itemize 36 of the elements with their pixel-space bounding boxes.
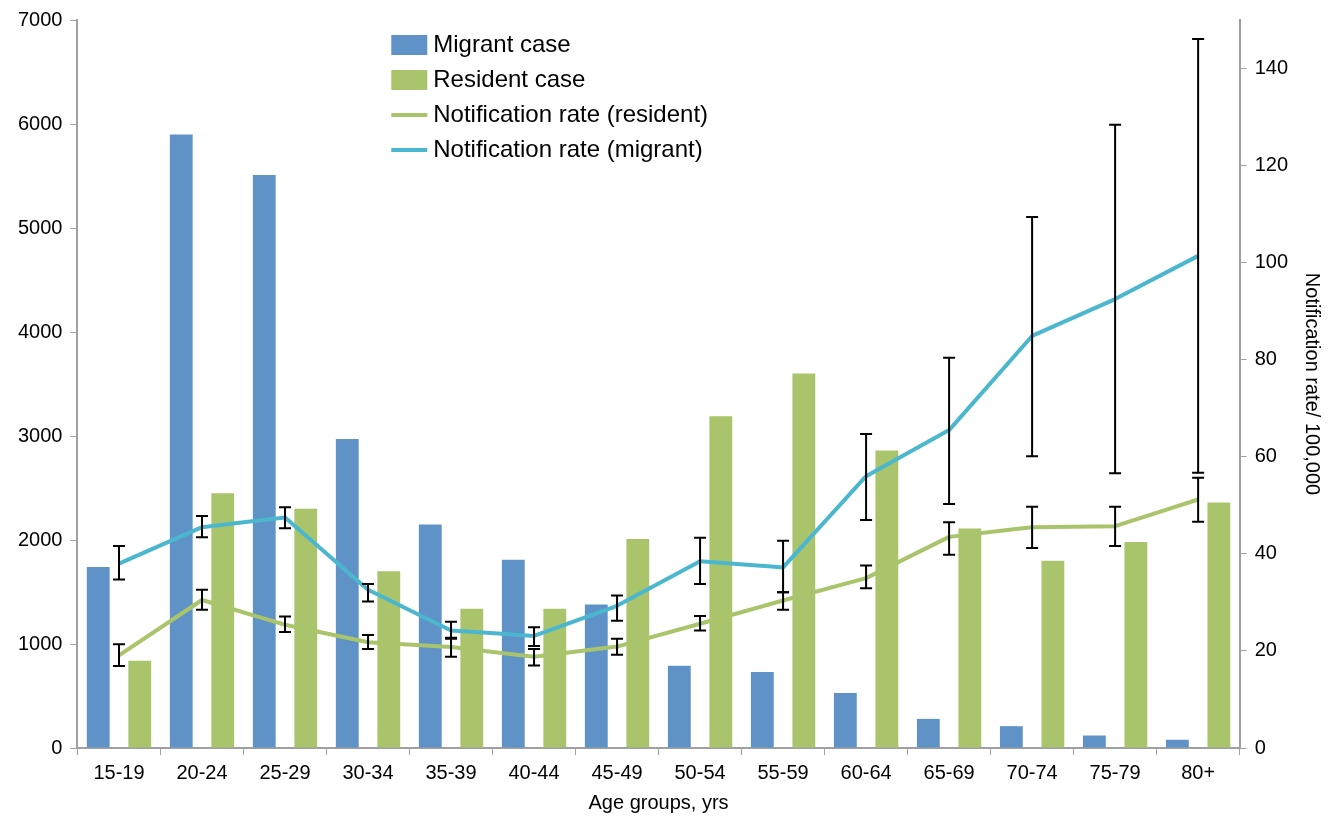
y-tick-label: 2000 [17, 527, 63, 550]
legend-label: Notification rate (resident) [433, 99, 709, 127]
y2-tick-label: 100 [1254, 250, 1289, 273]
x-tick-label: 65-69 [923, 760, 975, 783]
x-tick-label: 60-64 [840, 760, 892, 783]
x-tick-label: 20-24 [176, 760, 228, 783]
y-tick-label: 7000 [17, 7, 63, 30]
x-tick-label: 15-19 [93, 760, 145, 783]
y2-tick-label: 80 [1254, 347, 1277, 370]
x-axis-title: Age groups, yrs [588, 790, 729, 813]
y2-tick-label: 0 [1254, 735, 1266, 758]
legend-label: Notification rate (migrant) [433, 134, 703, 162]
y-tick-label: 1000 [17, 631, 63, 654]
y-tick-label: 6000 [17, 111, 63, 134]
y2-tick-label: 60 [1254, 444, 1277, 467]
x-tick-label: 70-74 [1006, 760, 1058, 783]
x-tick-label: 25-29 [259, 760, 311, 783]
x-tick-label: 50-54 [674, 760, 726, 783]
y2-tick-label: 120 [1254, 153, 1289, 176]
x-tick-label: 80+ [1181, 760, 1216, 783]
legend-label: Migrant case [433, 29, 571, 57]
y-tick-label: 4000 [17, 319, 63, 342]
y-tick-label: 0 [51, 735, 63, 758]
x-tick-label: 75-79 [1089, 760, 1141, 783]
y2-tick-label: 140 [1254, 56, 1289, 79]
x-tick-label: 40-44 [508, 760, 560, 783]
x-tick-label: 30-34 [342, 760, 394, 783]
y2-tick-label: 40 [1254, 541, 1277, 564]
y2-tick-label: 20 [1254, 638, 1277, 661]
y-tick-label: 3000 [17, 423, 63, 446]
x-tick-label: 35-39 [425, 760, 477, 783]
y-tick-label: 5000 [17, 215, 63, 238]
y2-axis-title: Notification rate/ 100,000 [1302, 272, 1325, 496]
x-tick-label: 45-49 [591, 760, 643, 783]
x-tick-label: 55-59 [757, 760, 809, 783]
legend-label: Resident case [433, 64, 586, 92]
